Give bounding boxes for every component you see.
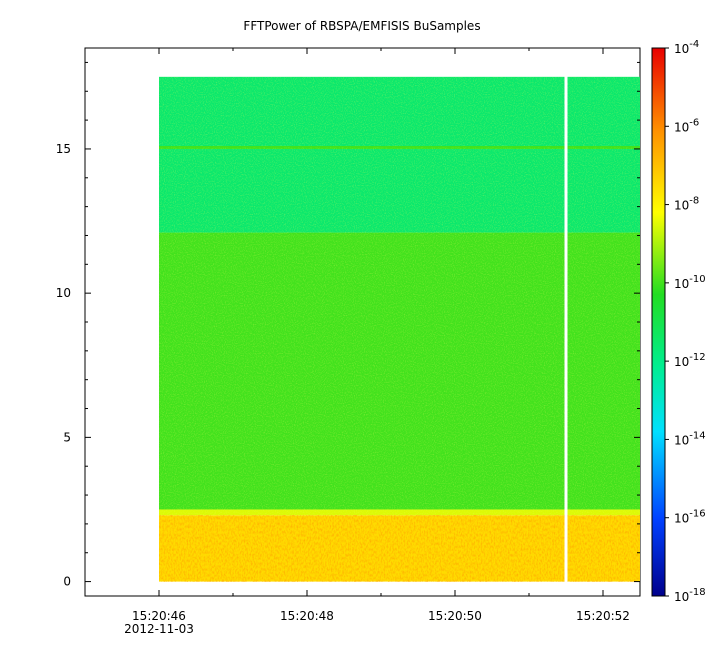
data-gap <box>564 75 568 583</box>
colorbar-tick-label: 10-14 <box>674 430 706 447</box>
colorbar-tick-label: 10-6 <box>674 117 699 134</box>
x-tick-label: 15:20:50 <box>428 609 482 623</box>
y-axis: 0 5 10 15 <box>56 61 640 589</box>
colorbar-tick-label: 10-12 <box>674 352 706 369</box>
colorbar-tick-label: 10-8 <box>674 196 699 213</box>
colorbar-tick-label: 10-4 <box>674 39 699 56</box>
x-date-label: 2012-11-03 <box>124 622 194 636</box>
colorbar <box>651 47 666 597</box>
y-tick-label: 0 <box>63 575 71 589</box>
noise-texture <box>159 515 640 582</box>
x-tick-label: 15:20:48 <box>280 609 334 623</box>
spectrogram-image <box>159 75 640 583</box>
spectral-line <box>159 146 640 148</box>
chart-title: FFTPower of RBSPA/EMFISIS BuSamples <box>243 19 480 33</box>
x-tick-label: 15:20:46 <box>132 609 186 623</box>
colorbar-tick-label: 10-16 <box>674 509 706 526</box>
colorbar-ticks: 10-4 10-6 10-8 10-10 10-12 10-14 10-16 10-18 <box>665 39 706 604</box>
colorbar-tick-label: 10-10 <box>674 274 706 291</box>
y-tick-label: 5 <box>63 430 71 444</box>
noise-texture <box>159 76 640 516</box>
y-tick-label: 15 <box>56 142 71 156</box>
colorbar-tick-label: 10-18 <box>674 587 706 604</box>
x-tick-label: 15:20:52 <box>576 609 630 623</box>
x-axis: 15:20:46 15:20:48 15:20:50 15:20:52 <box>84 48 630 623</box>
y-tick-label: 10 <box>56 286 71 300</box>
